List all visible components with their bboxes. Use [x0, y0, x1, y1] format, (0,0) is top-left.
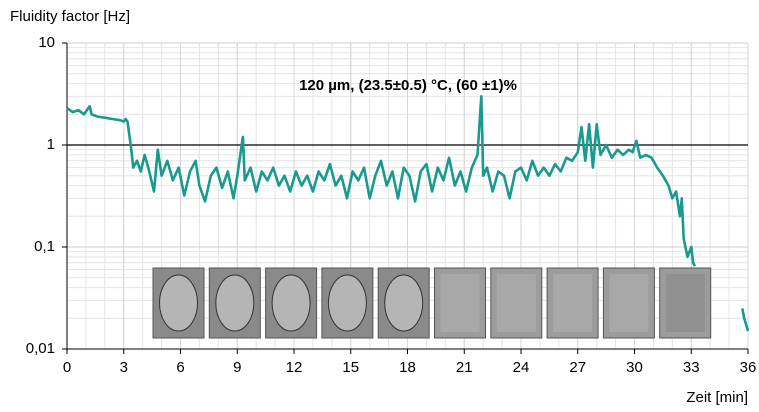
thumbnail-texture — [609, 274, 649, 332]
y-axis-label: Fluidity factor [Hz] — [10, 8, 130, 25]
x-tick-label: 9 — [233, 359, 241, 376]
x-tick-label: 6 — [176, 359, 184, 376]
thumbnail-print — [215, 274, 255, 332]
thumbnail-texture — [496, 274, 536, 332]
thumbnail-print — [159, 274, 198, 332]
data-line — [66, 95, 750, 332]
y-tick-label: 1 — [47, 136, 55, 153]
y-tick-label: 0,1 — [34, 238, 55, 255]
x-tick-label: 24 — [513, 359, 530, 376]
y-tick-label: 10 — [38, 34, 55, 51]
thumbnails — [152, 267, 712, 339]
thumbnail-print — [384, 274, 424, 332]
x-tick-label: 18 — [399, 359, 416, 376]
thumbnail-print — [271, 274, 311, 332]
x-tick-label: 0 — [63, 359, 71, 376]
annotation: 120 µm, (23.5±0.5) °C, (60 ±1)% — [299, 77, 517, 94]
x-tick-label: 36 — [740, 359, 757, 376]
x-tick-label: 15 — [342, 359, 359, 376]
x-tick-label: 21 — [456, 359, 473, 376]
x-tick-label: 12 — [286, 359, 303, 376]
thumbnail-texture — [553, 274, 593, 332]
thumbnail-texture — [440, 274, 480, 332]
thumbnail-print — [327, 274, 367, 332]
thumbnail-texture — [665, 274, 705, 332]
x-tick-label: 30 — [626, 359, 643, 376]
x-tick-label: 33 — [683, 359, 700, 376]
x-tick-label: 3 — [120, 359, 128, 376]
y-tick-label: 0,01 — [26, 340, 55, 357]
x-tick-label: 27 — [569, 359, 586, 376]
x-axis-label: Zeit [min] — [686, 389, 748, 406]
